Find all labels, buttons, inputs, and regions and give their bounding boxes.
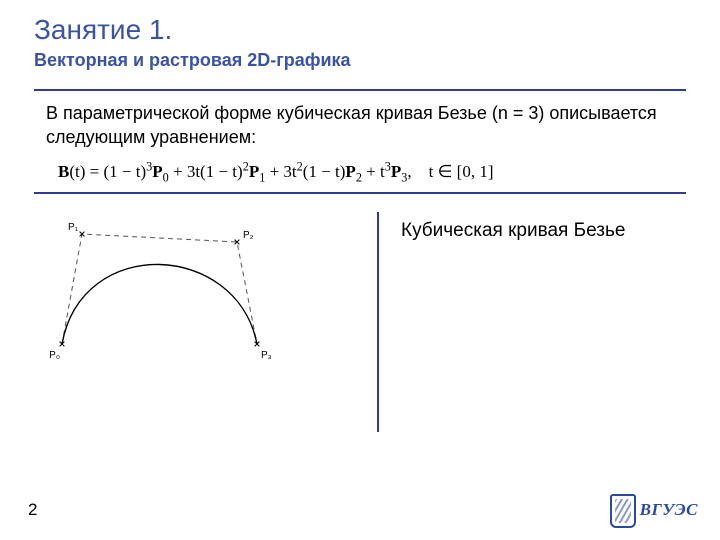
diagram-caption: Кубическая кривая Безье <box>401 220 686 242</box>
logo-text: ВГУЭС <box>640 500 698 522</box>
svg-text:P₂: P₂ <box>243 230 254 241</box>
bezier-diagram: P₀ P₁ P₂ P₃ <box>42 214 282 364</box>
bezier-equation: B(t) = (1 − t)3P0 + 3t(1 − t)2P1 + 3t2(1… <box>58 162 682 182</box>
diagram-panel: P₀ P₁ P₂ P₃ <box>34 212 377 432</box>
svg-text:P₃: P₃ <box>261 350 272 361</box>
slide-title: Занятие 1. <box>34 14 686 46</box>
slide-subtitle: Векторная и растровая 2D-графика <box>34 50 686 71</box>
svg-text:P₀: P₀ <box>49 350 60 361</box>
logo-crest-icon <box>610 494 636 528</box>
org-logo: ВГУЭС <box>610 494 698 528</box>
intro-paragraph: В параметрической форме кубическая крива… <box>46 101 682 150</box>
page-number: 2 <box>28 500 37 520</box>
divider-mid <box>34 192 686 194</box>
divider-top <box>34 89 686 91</box>
svg-text:P₁: P₁ <box>68 222 79 233</box>
